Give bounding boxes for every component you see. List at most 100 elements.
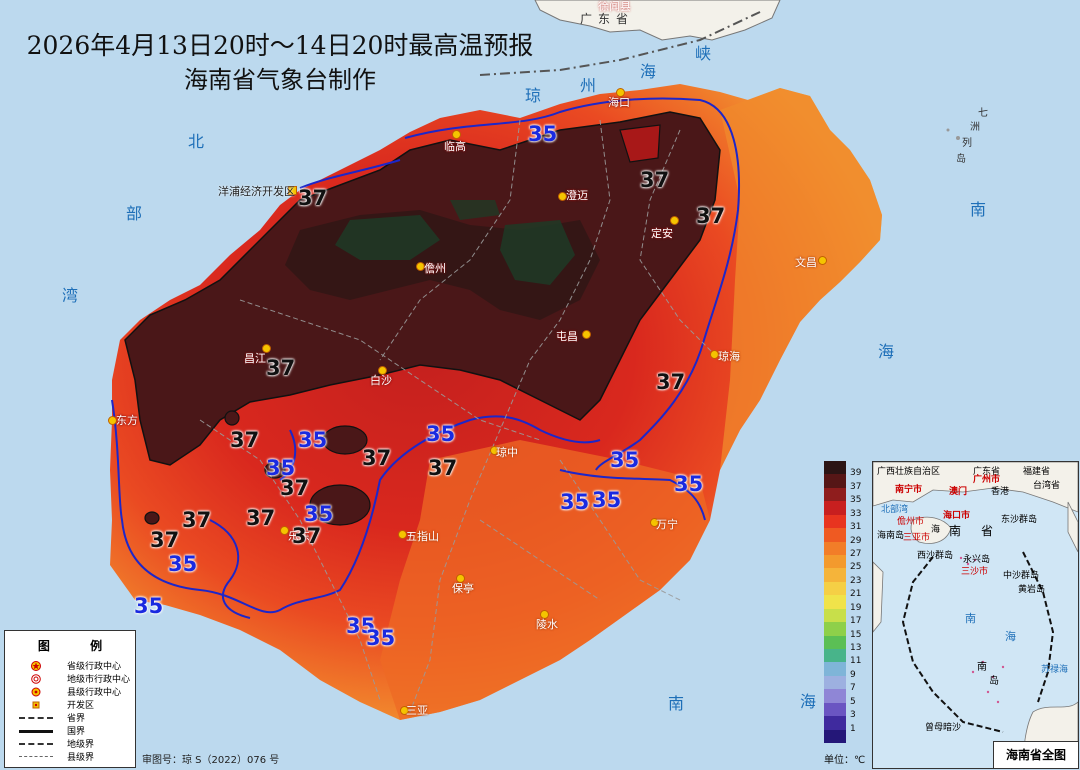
sea-south-label-2: 海 — [800, 692, 817, 711]
colorbar-tick-label: 35 — [850, 495, 862, 506]
isotherm-label: 35 — [298, 428, 328, 452]
legend-row: 省界 — [9, 711, 133, 724]
colorbar-segment — [824, 689, 846, 704]
colorbar-tick-label: 1 — [850, 723, 856, 734]
qizhou-label-3: 列 — [962, 138, 972, 149]
sea-east-label-2: 海 — [878, 342, 895, 361]
inset-label: 海口市 — [943, 511, 971, 521]
colorbar-tick-label: 29 — [850, 535, 862, 546]
isotherm-label: 37 — [640, 168, 670, 192]
colorbar-segment — [824, 501, 846, 516]
inset-map: 广西壮族自治区 广东省 福建省 台湾省 南宁市 广州市 香港 澳门 海口市 北部… — [872, 461, 1079, 769]
colorbar-segment — [824, 595, 846, 610]
legend-title: 图 例 — [37, 639, 121, 653]
colorbar-tick-label: 21 — [850, 589, 862, 600]
colorbar-tick-label: 27 — [850, 549, 862, 559]
isotherm-label: 35 — [426, 422, 456, 446]
map-subtitle: 海南省气象台制作 — [184, 66, 376, 94]
guangdong-label: 广东省 — [580, 12, 635, 26]
inset-label: 中沙群岛 — [1003, 571, 1040, 581]
gulf-label-3: 湾 — [62, 286, 79, 305]
colorbar-segment — [824, 528, 846, 543]
inset-label: 广东省 — [973, 467, 1001, 477]
legend-row: 开发区 — [9, 698, 133, 711]
isotherm-37-zone — [124, 111, 721, 466]
inset-label: 南 — [965, 612, 976, 625]
inset-label: 海 — [931, 525, 941, 535]
sea-south-label-1: 南 — [668, 694, 685, 713]
legend-row: 县级界 — [9, 750, 133, 763]
isotherm-label: 37 — [150, 528, 180, 552]
xuwen-label: 徐闻县 — [598, 0, 631, 13]
strait-boundary — [479, 11, 761, 76]
inset-label: 广西壮族自治区 — [877, 467, 941, 477]
city-wanning: 万宁 — [656, 518, 678, 531]
colorbar-segment — [824, 716, 846, 731]
isotherm-label: 35 — [134, 594, 164, 618]
colorbar-tick-label: 31 — [850, 522, 862, 533]
city-lingshui: 陵水 — [536, 618, 558, 631]
colorbar-segment — [824, 608, 846, 623]
isotherm-label: 37 — [292, 524, 322, 548]
colorbar-tick-label: 23 — [850, 575, 862, 586]
colorbar-segment — [824, 461, 846, 475]
colorbar-tick-label: 39 — [850, 468, 862, 479]
legend-row: 国界 — [9, 724, 133, 737]
strait-label-2: 州 — [580, 76, 597, 95]
map-title: 2026年4月13日20时～14日20时最高温预报 — [26, 31, 534, 60]
isotherm-label: 37 — [696, 204, 726, 228]
inset-label: 海南岛 — [877, 531, 905, 541]
city-dingan: 定安 — [651, 227, 673, 240]
city-baisha: 白沙 — [370, 374, 392, 387]
colorbar-segment — [824, 581, 846, 596]
city-sanya: 三亚 — [406, 704, 428, 717]
inset-label: 南宁市 — [895, 485, 923, 495]
colorbar-tick-label: 17 — [850, 616, 862, 627]
inset-label: 澳门 — [949, 487, 968, 497]
legend-row: 省级行政中心 — [9, 659, 133, 672]
prefecture-boundary-line — [19, 743, 53, 745]
isotherm-label: 37 — [298, 186, 328, 210]
colorbar-segment — [824, 649, 846, 663]
county-boundary-line — [19, 756, 53, 757]
qizhou-label-2: 洲 — [970, 122, 980, 133]
inset-label: 省 — [981, 524, 994, 538]
strait-label-4: 峡 — [695, 44, 712, 63]
strait-label-1: 琼 — [525, 86, 542, 105]
colorbar-unit: 单位：℃ — [824, 755, 866, 766]
colorbar-segment — [824, 702, 846, 717]
inset-label: 台湾省 — [1033, 481, 1061, 491]
isotherm-label: 37 — [230, 428, 260, 452]
colorbar-segment — [824, 662, 846, 677]
city-baoting: 保亭 — [452, 582, 474, 595]
inset-label: 海 — [1005, 630, 1016, 643]
inset-label: 香港 — [991, 487, 1010, 497]
isotherm-label: 35 — [304, 502, 334, 526]
inset-label: 曾母暗沙 — [925, 723, 962, 733]
inset-label: 西沙群岛 — [917, 551, 954, 561]
inset-label: 永兴岛 — [963, 555, 991, 565]
approval-number: 审图号：琼 S（2022）076 号 — [142, 755, 280, 766]
isotherm-label: 35 — [560, 490, 590, 514]
legend-row: 县级行政中心 — [9, 685, 133, 698]
city-tunchang: 屯昌 — [556, 330, 578, 343]
colorbar-segment — [824, 568, 846, 583]
city-haikou: 海口 — [608, 96, 630, 109]
colorbar-segment — [824, 675, 846, 690]
colorbar-tick-label: 13 — [850, 643, 862, 653]
colorbar-segment — [824, 474, 846, 489]
province-boundary-line — [19, 717, 53, 719]
inset-caption: 海南省全图 — [993, 741, 1078, 768]
inset-label: 三亚市 — [903, 533, 931, 543]
city-qiongzhong: 琼中 — [496, 446, 518, 459]
isotherm-label: 37 — [656, 370, 686, 394]
colorbar-segment — [824, 622, 846, 637]
isotherm-label: 37 — [362, 446, 392, 470]
colorbar-tick-label: 3 — [850, 710, 856, 721]
isotherm-label: 35 — [528, 122, 558, 146]
inset-label: 南 — [949, 524, 962, 538]
colorbar-tick-label: 37 — [850, 481, 862, 492]
gulf-label-2: 部 — [126, 204, 143, 223]
inset-label: 儋州市 — [897, 517, 925, 527]
